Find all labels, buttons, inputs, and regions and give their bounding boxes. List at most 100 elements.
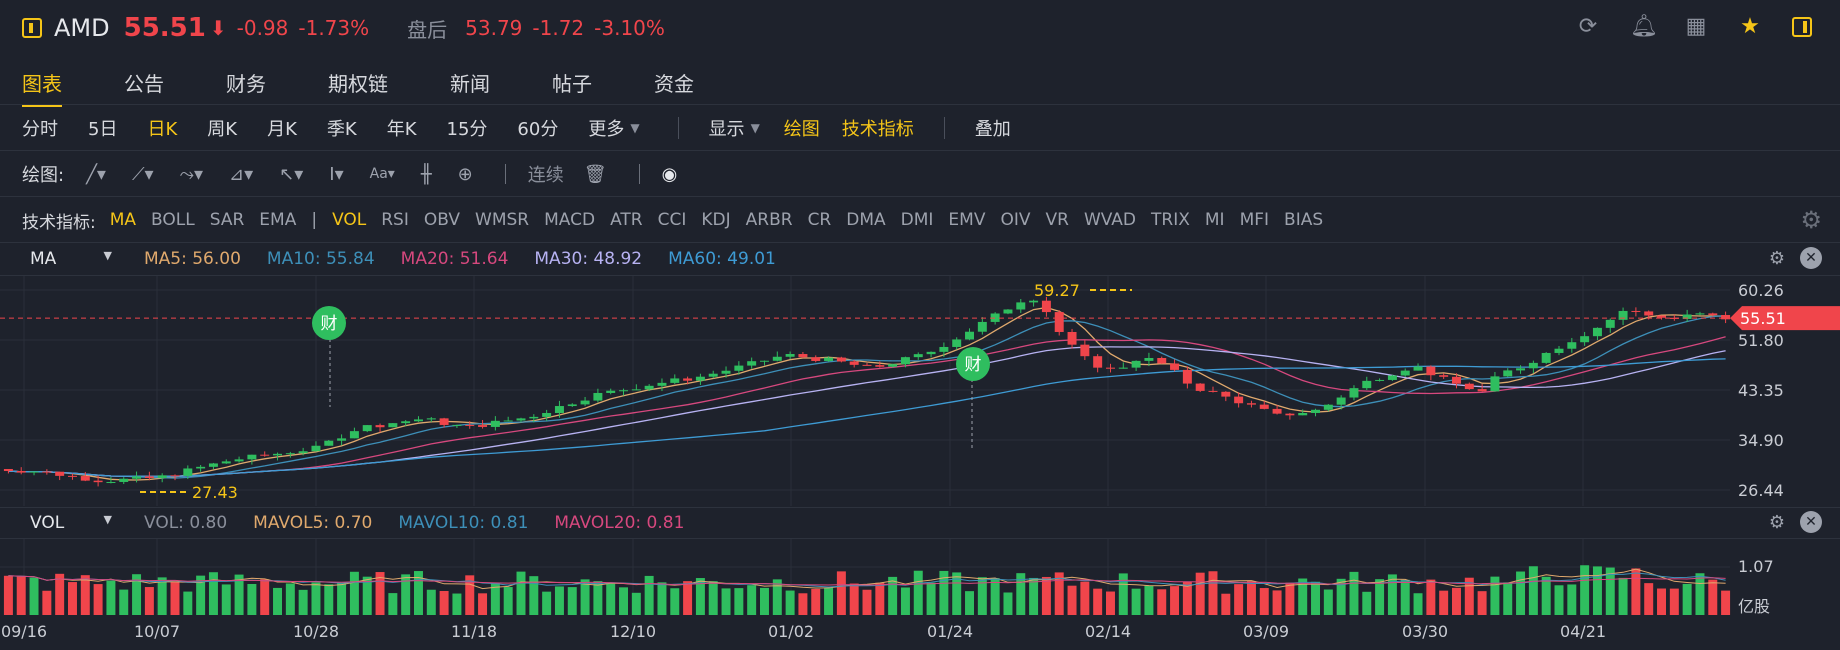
tab-chart[interactable]: 图表 (22, 68, 62, 107)
price-tag (1730, 306, 1840, 331)
indicator-cci[interactable]: CCI (657, 210, 687, 230)
close-icon[interactable]: ✕ (1800, 511, 1822, 533)
indicator-oiv[interactable]: OIV (1000, 210, 1031, 230)
candle-body (1246, 403, 1256, 405)
trash-icon[interactable]: 🗑︎ (583, 163, 607, 185)
line-tool-icon[interactable]: ╱▾ (86, 163, 106, 185)
candle-body (1580, 336, 1590, 343)
chevron-down-icon: ▼ (750, 121, 760, 135)
tab-capital-flow[interactable]: 资金 (654, 71, 694, 96)
ma-selector-dropdown[interactable]: MA ▼ (30, 249, 112, 269)
candle-body (670, 378, 680, 383)
volume-bar (619, 587, 629, 615)
indicator-dmi[interactable]: DMI (900, 210, 934, 230)
indicator-vol[interactable]: VOL (332, 210, 367, 230)
indicator-cr[interactable]: CR (807, 210, 832, 230)
indicator-kdj[interactable]: KDJ (701, 210, 731, 230)
tab-announcements[interactable]: 公告 (124, 71, 164, 96)
period-intraday[interactable]: 分时 (22, 119, 58, 140)
period-60min[interactable]: 60分 (517, 119, 559, 140)
volume-bar (721, 588, 731, 615)
tab-financials[interactable]: 财务 (226, 71, 266, 96)
indicator-rsi[interactable]: RSI (381, 210, 409, 230)
candle-body (273, 453, 283, 456)
period-quarterly-k[interactable]: 季K (326, 119, 357, 140)
text-tool-icon[interactable]: Aa▾ (369, 166, 395, 182)
indicator-boll[interactable]: BOLL (151, 210, 195, 230)
candle-body (965, 331, 975, 340)
display-dropdown[interactable]: 显示 (708, 119, 745, 140)
volume-bar (144, 587, 154, 615)
indicator-sar[interactable]: SAR (209, 210, 245, 230)
arrow-tool-icon[interactable]: ↖▾ (279, 163, 304, 185)
volume-chart[interactable]: 1.07 亿股 09/16 10/07 10/28 11/18 12/10 01/02 01/… (0, 539, 1840, 650)
period-5day[interactable]: 5日 (88, 119, 118, 140)
divider (638, 164, 640, 184)
vol-selector-dropdown[interactable]: VOL ▼ (30, 513, 112, 533)
period-weekly-k[interactable]: 周K (207, 119, 238, 140)
indicator-obv[interactable]: OBV (423, 210, 461, 230)
indicator-ma[interactable]: MA (109, 210, 137, 230)
period-yearly-k[interactable]: 年K (386, 119, 417, 140)
bell-icon[interactable]: 🔔︎ (1630, 14, 1658, 39)
continuous-draw-button[interactable]: 连续 (527, 165, 564, 186)
eye-icon[interactable]: ◉ (661, 163, 678, 185)
zoom-icon[interactable]: ⊕ (457, 163, 473, 185)
volume-bar (273, 587, 283, 615)
wave-tool-icon[interactable]: ⤳▾ (179, 163, 204, 185)
panel-icon[interactable] (1792, 16, 1816, 37)
volume-bar (542, 591, 552, 615)
indicator-mi[interactable]: MI (1204, 210, 1225, 230)
volume-bar (1080, 581, 1090, 615)
candle-body (1323, 404, 1333, 410)
bars-tool-icon[interactable]: ╫ (420, 163, 432, 185)
candle-body (644, 385, 654, 390)
grid-icon[interactable]: ▦ (1685, 14, 1707, 39)
indicator-trix[interactable]: TRIX (1151, 210, 1190, 230)
draw-toggle[interactable]: 绘图 (783, 119, 820, 140)
indicator-arbr[interactable]: ARBR (745, 210, 793, 230)
candle-body (1375, 379, 1385, 381)
close-icon[interactable]: ✕ (1800, 247, 1822, 269)
period-monthly-k[interactable]: 月K (267, 119, 297, 140)
volume-bar (80, 575, 90, 615)
period-more-dropdown[interactable]: 更多 (588, 119, 625, 140)
indicator-macd[interactable]: MACD (544, 210, 596, 230)
volume-bar (260, 579, 270, 615)
refresh-icon[interactable]: ⟳ (1578, 14, 1598, 39)
tab-options-chain[interactable]: 期权链 (328, 71, 388, 96)
indicator-ema[interactable]: EMA (259, 210, 297, 230)
tech-indicator-toggle[interactable]: 技术指标 (841, 119, 914, 140)
period-daily-k[interactable]: 日K (147, 119, 178, 140)
candle-body (1554, 348, 1564, 353)
indicator-mfi[interactable]: MFI (1239, 210, 1270, 230)
y-tick-label: 51.80 (1738, 331, 1784, 350)
measure-tool-icon[interactable]: Ⅰ▾ (329, 163, 344, 185)
indicator-vr[interactable]: VR (1045, 210, 1069, 230)
indicator-atr[interactable]: ATR (610, 210, 643, 230)
candle-body (1387, 375, 1397, 380)
x-tick-label: 10/28 (293, 622, 339, 641)
tab-news[interactable]: 新闻 (450, 71, 490, 96)
indicator-wvad[interactable]: WVAD (1083, 210, 1137, 230)
tab-posts[interactable]: 帖子 (552, 71, 592, 96)
gear-icon[interactable]: ⚙ (1800, 206, 1822, 234)
period-15min[interactable]: 15分 (446, 119, 488, 140)
star-icon[interactable]: ★ (1740, 14, 1760, 39)
overlay-button[interactable]: 叠加 (974, 119, 1011, 140)
candle-body (747, 361, 757, 366)
gear-icon[interactable]: ⚙ (1768, 247, 1786, 269)
gear-icon[interactable]: ⚙ (1768, 511, 1786, 533)
indicator-wmsr[interactable]: WMSR (475, 210, 530, 230)
fib-tool-icon[interactable]: ⊿▾ (229, 163, 254, 185)
chevron-down-icon: ▼ (630, 121, 640, 135)
candle-body (1336, 397, 1346, 405)
polyline-tool-icon[interactable]: ⟋▾ (131, 163, 154, 185)
volume-bar (1657, 588, 1667, 615)
watchlist-toggle-icon[interactable] (22, 18, 42, 38)
indicator-emv[interactable]: EMV (948, 210, 986, 230)
indicator-bias[interactable]: BIAS (1284, 210, 1324, 230)
candle-body (580, 400, 590, 405)
indicator-dma[interactable]: DMA (846, 210, 886, 230)
